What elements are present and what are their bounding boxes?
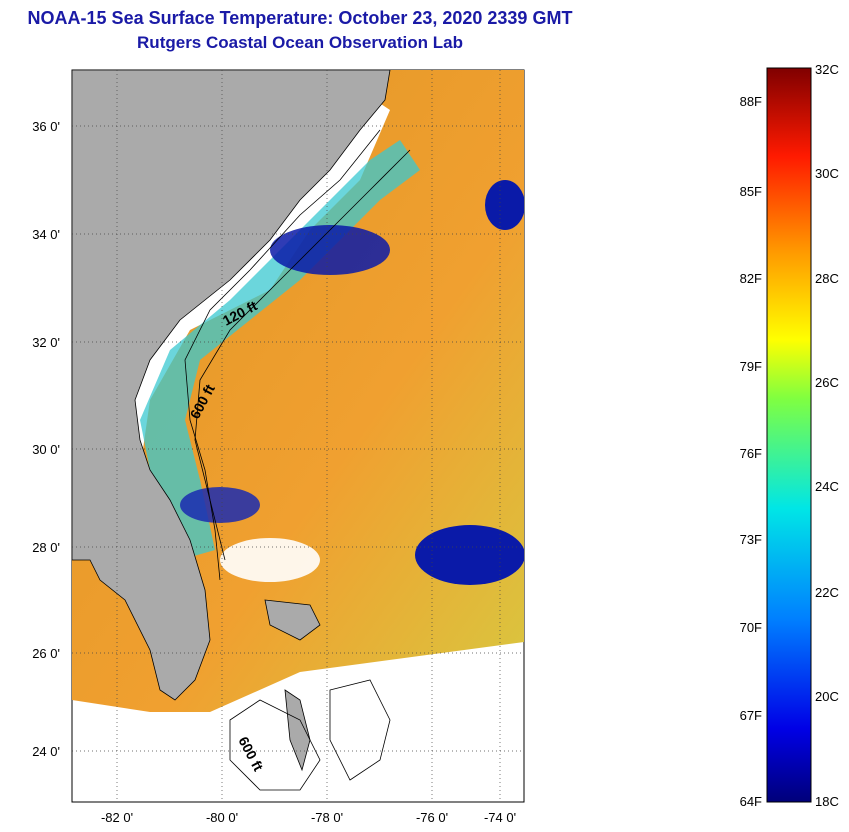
cloud-patch [485,180,524,230]
colorbar-c-label: 18C [815,794,839,809]
colorbar [766,67,812,803]
contour-600ft [229,699,321,791]
colorbar-c-label: 28C [815,271,839,286]
lat-label: 28 0' [32,540,60,555]
map-subtitle: Rutgers Coastal Ocean Observation Lab [137,33,463,52]
lat-label: 30 0' [32,442,60,457]
colorbar-f-label: 82F [740,271,762,286]
lat-label: 34 0' [32,227,60,242]
colorbar-c-label: 32C [815,62,839,77]
lat-label: 36 0' [32,119,60,134]
lon-label: -80 0' [206,810,238,825]
colorbar-f-label: 79F [740,359,762,374]
colorbar-c-label: 30C [815,166,839,181]
contour-600ft [194,149,411,561]
colorbar-f-label: 67F [740,708,762,723]
graticule [72,70,524,802]
colorbar-c-label: 24C [815,479,839,494]
cloud-patch [270,225,390,275]
colorbar-f-label: 85F [740,184,762,199]
lat-label: 26 0' [32,646,60,661]
colorbar-f-label: 76F [740,446,762,461]
colorbar-c-label: 26C [815,375,839,390]
colorbar-f-label: 70F [740,620,762,635]
cloud-gap [220,538,320,582]
colorbar-c-label: 22C [815,585,839,600]
lon-label: -82 0' [101,810,133,825]
lat-label: 32 0' [32,335,60,350]
cloud-patch [415,525,524,585]
island [264,599,321,641]
lon-label: -78 0' [311,810,343,825]
colorbar-f-label: 88F [740,94,762,109]
lat-label: 24 0' [32,744,60,759]
lon-label: -76 0' [416,810,448,825]
cloud-patch [180,487,260,523]
colorbar-f-label: 73F [740,532,762,547]
land-mass [72,70,391,701]
contour-bahamas [329,679,391,781]
map-title: NOAA-15 Sea Surface Temperature: October… [27,8,573,28]
colorbar-c-label: 20C [815,689,839,704]
lon-label: -74 0' [484,810,516,825]
island [284,689,311,772]
colorbar-f-label: 64F [740,794,762,809]
